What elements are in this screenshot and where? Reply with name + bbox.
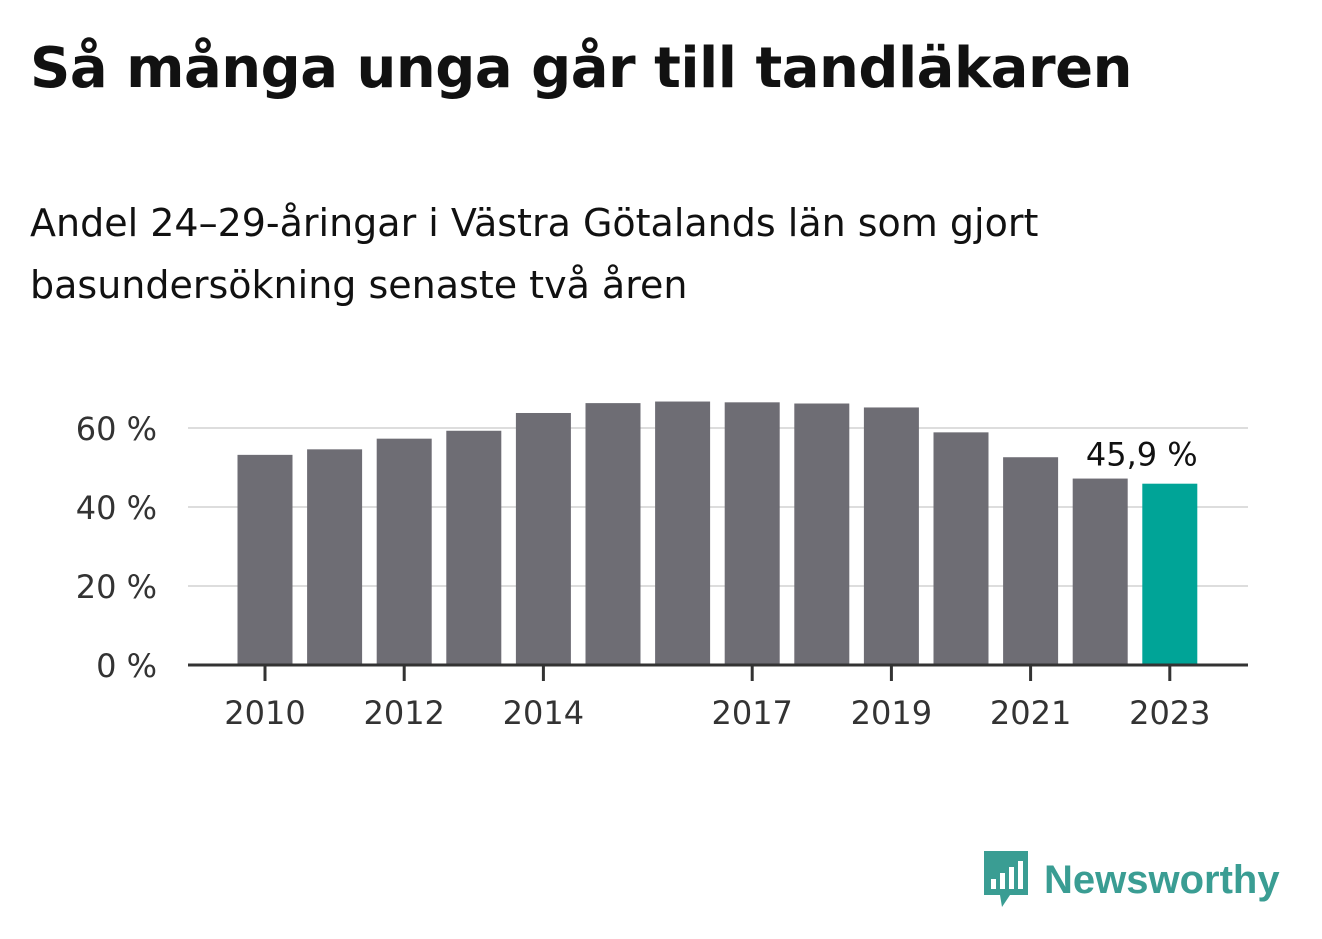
bar-2010 bbox=[237, 454, 293, 665]
bar-2012 bbox=[376, 438, 432, 665]
bar-2011 bbox=[307, 449, 363, 665]
gridlines bbox=[188, 427, 1248, 587]
chart-subtitle: Andel 24–29-åringar i Västra Götalands l… bbox=[30, 192, 1230, 316]
bar-2019 bbox=[863, 407, 919, 665]
subtitle-line-2: basundersökning senaste två åren bbox=[30, 263, 688, 307]
x-tick-label: 2023 bbox=[1129, 694, 1210, 732]
data-label-2023: 45,9 % bbox=[1086, 436, 1198, 474]
subtitle-line-1: Andel 24–29-åringar i Västra Götalands l… bbox=[30, 201, 1039, 245]
bar-2015 bbox=[585, 403, 641, 665]
bar-2018 bbox=[794, 403, 850, 665]
bar-2023 bbox=[1142, 483, 1198, 665]
bar-2016 bbox=[655, 401, 711, 665]
y-tick-label: 40 % bbox=[76, 489, 157, 527]
brand-name: Newsworthy bbox=[1044, 857, 1280, 902]
bar-2014 bbox=[515, 412, 571, 665]
labels: 0 % 20 % 40 % 60 % 2010 2012 2014 2017 2019 2021 2… bbox=[76, 410, 1211, 732]
brand-logo: Newsworthy bbox=[980, 848, 1280, 912]
x-tick-label: 2017 bbox=[711, 694, 792, 732]
bar-2017 bbox=[724, 402, 780, 665]
y-tick-label: 60 % bbox=[76, 410, 157, 448]
x-tick-label: 2012 bbox=[363, 694, 444, 732]
newsworthy-logo-icon bbox=[984, 851, 1028, 907]
bar-2020 bbox=[933, 432, 989, 665]
x-tick-label: 2010 bbox=[224, 694, 305, 732]
y-tick-label: 20 % bbox=[76, 568, 157, 606]
bar-2022 bbox=[1072, 478, 1128, 665]
chart-title: Så många unga går till tandläkaren bbox=[30, 36, 1132, 101]
y-tick-label: 0 % bbox=[96, 647, 157, 685]
x-tick-label: 2021 bbox=[990, 694, 1071, 732]
bars bbox=[237, 401, 1198, 665]
x-tick-label: 2014 bbox=[503, 694, 584, 732]
x-tick-label: 2019 bbox=[851, 694, 932, 732]
bar-2013 bbox=[446, 430, 502, 665]
bar-2021 bbox=[1003, 457, 1059, 665]
axes bbox=[188, 663, 1248, 681]
